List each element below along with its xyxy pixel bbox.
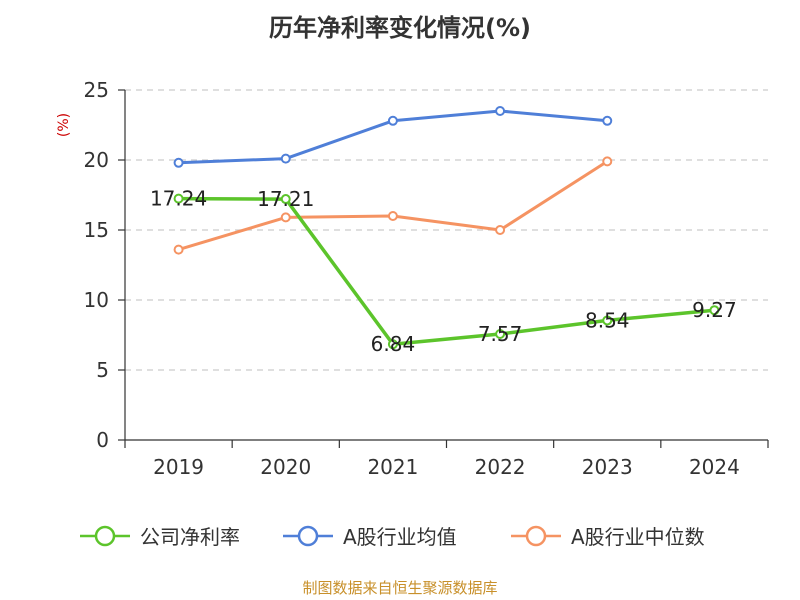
data-point (495, 329, 506, 340)
gridlines (125, 89, 768, 371)
x-tick-label: 2020 (260, 455, 311, 479)
data-point (709, 305, 720, 316)
legend-label: A股行业中位数 (571, 525, 705, 549)
data-point (387, 115, 398, 126)
data-point (173, 193, 184, 204)
series-line (178, 196, 715, 346)
legend-label: 公司净利率 (140, 525, 240, 549)
data-point (495, 225, 506, 235)
legend-item: A股行业均值 (283, 525, 457, 549)
x-tick-label: 2019 (153, 455, 204, 479)
source-note: 制图数据来自恒生聚源数据库 (302, 579, 498, 597)
legend-swatch-marker (525, 525, 547, 547)
series-line (178, 160, 609, 252)
data-point (387, 211, 398, 221)
y-unit-label: (%) (56, 113, 72, 137)
x-tick-label: 2024 (689, 455, 740, 479)
legend-label: A股行业均值 (343, 525, 457, 549)
series-lines (173, 106, 720, 350)
data-label: 6.84 (371, 332, 416, 356)
legend-swatch-marker (94, 525, 116, 547)
data-point (280, 212, 291, 223)
y-tick-label: 20 (84, 148, 109, 172)
axes: 0 5 10 15 20 25 2019 2020 2021 2022 2023 2024 (84, 78, 769, 479)
y-tick-label: 5 (96, 358, 109, 382)
chart-title: 历年净利率变化情况(%) (269, 14, 531, 42)
legend-item: A股行业中位数 (511, 525, 705, 549)
data-labels: 17.24 17.21 6.84 7.57 8.54 9.27 (150, 187, 737, 357)
legend: 公司净利率 A股行业均值 A股行业中位数 (80, 525, 705, 549)
data-label: 7.57 (478, 322, 523, 346)
data-point (602, 315, 613, 326)
data-point (173, 157, 184, 168)
data-label: 8.54 (585, 308, 630, 332)
data-point (280, 194, 291, 205)
y-tick-label: 10 (84, 288, 109, 312)
data-point (173, 244, 184, 255)
legend-swatch-marker (297, 525, 319, 547)
y-tick-label: 25 (84, 78, 109, 102)
y-tick-label: 0 (96, 428, 109, 452)
data-point (387, 339, 398, 350)
data-point (495, 106, 506, 116)
data-label: 9.27 (692, 298, 737, 322)
x-tick-label: 2022 (475, 455, 526, 479)
data-point (602, 115, 613, 126)
data-label: 17.24 (150, 187, 207, 211)
x-tick-label: 2021 (367, 455, 418, 479)
y-tick-label: 15 (84, 218, 109, 242)
legend-item: 公司净利率 (80, 525, 240, 549)
data-label: 17.21 (257, 187, 314, 211)
x-tick-label: 2023 (582, 455, 633, 479)
data-point (602, 156, 613, 167)
data-point (280, 153, 291, 164)
